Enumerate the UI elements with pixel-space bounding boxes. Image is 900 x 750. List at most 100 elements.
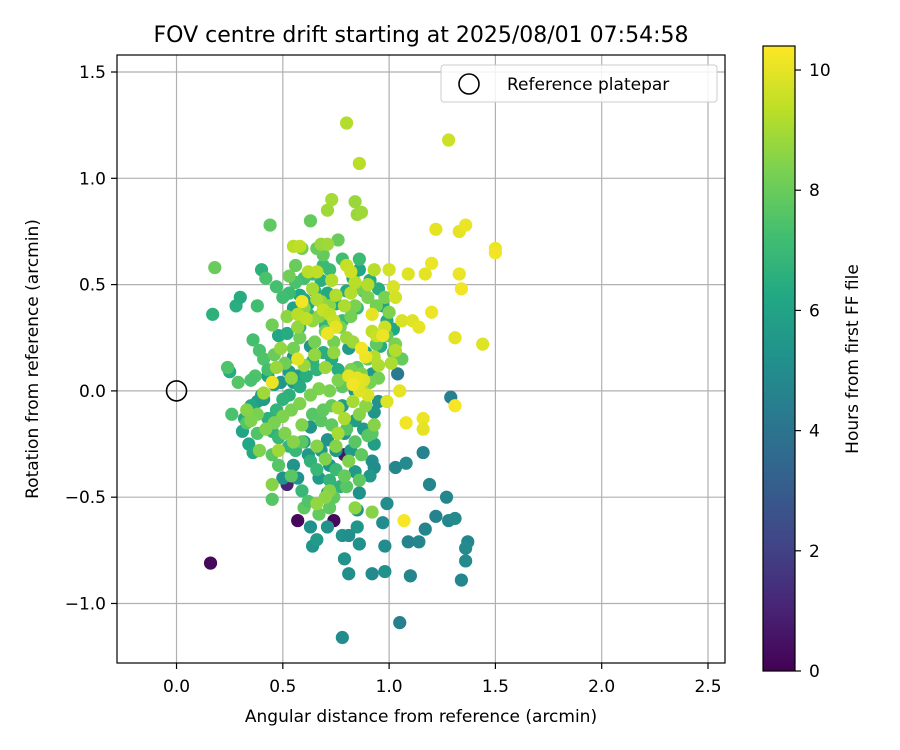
data-point (312, 507, 326, 521)
data-point (303, 214, 318, 228)
legend-box (440, 64, 718, 103)
legend-label: Reference platepar (507, 75, 669, 95)
data-point (274, 341, 288, 355)
x-tick-label: 0.0 (163, 677, 190, 697)
data-point (344, 286, 358, 300)
data-point (359, 399, 373, 413)
data-point (354, 341, 369, 355)
data-point (378, 564, 392, 579)
data-point (339, 116, 354, 130)
data-point (284, 371, 298, 385)
axes-frame (116, 54, 726, 664)
data-point (448, 511, 462, 526)
data-point (399, 416, 413, 430)
data-point (429, 509, 443, 523)
data-point (318, 452, 332, 466)
data-point (352, 156, 366, 171)
data-point (380, 496, 394, 511)
data-point (346, 394, 360, 409)
data-point (322, 501, 337, 515)
data-point (352, 473, 366, 487)
data-point (280, 309, 294, 324)
data-point (448, 331, 462, 345)
data-point (337, 469, 352, 483)
y-tick-label: 0.0 (79, 382, 106, 402)
data-point (401, 267, 415, 281)
data-point (288, 258, 303, 273)
data-point (329, 439, 343, 453)
data-point (399, 456, 413, 470)
colorbar-tick-label: 2 (809, 542, 820, 562)
data-point (348, 501, 362, 515)
x-tick-label: 2.0 (588, 677, 615, 697)
data-point (331, 233, 345, 247)
data-point (271, 443, 286, 458)
data-point (310, 439, 324, 453)
data-point (337, 552, 352, 566)
data-point (412, 535, 426, 549)
data-point (344, 309, 358, 324)
y-tick-label: −0.5 (65, 488, 106, 508)
data-point (386, 280, 400, 294)
colorbar-tick-label: 10 (809, 61, 831, 81)
data-point (293, 380, 307, 394)
data-point (331, 401, 345, 415)
data-point (337, 411, 352, 426)
data-point (314, 414, 328, 428)
data-point (203, 556, 218, 570)
data-point (367, 418, 381, 432)
x-tick-labels: 0.0 0.5 1.0 1.5 2.0 2.5 (163, 663, 722, 697)
data-point (310, 462, 324, 477)
data-point (322, 473, 337, 487)
x-tick-label: 1.0 (376, 677, 403, 697)
data-point (278, 426, 292, 441)
data-point (365, 307, 379, 321)
x-tick-label: 1.5 (482, 677, 509, 697)
colorbar-ticks: 0 2 4 6 8 10 (795, 61, 831, 682)
data-point (388, 290, 403, 304)
data-point (350, 520, 364, 534)
data-point (439, 490, 454, 504)
data-point (331, 363, 345, 377)
data-point (265, 375, 279, 389)
data-point (265, 477, 279, 492)
data-point (257, 386, 271, 400)
data-point (271, 458, 286, 472)
data-point (393, 384, 407, 398)
data-point (422, 477, 437, 492)
y-tick-labels: −1.0 −0.5 0.0 0.5 1.0 1.5 (65, 63, 117, 614)
data-point (282, 269, 296, 283)
data-point (325, 192, 339, 207)
data-point (418, 267, 432, 281)
data-point (286, 435, 301, 449)
data-point (429, 222, 443, 236)
data-point (378, 539, 392, 553)
data-point (384, 356, 398, 370)
data-point (325, 273, 339, 287)
data-point (310, 265, 324, 279)
data-point (342, 567, 356, 581)
data-point (310, 496, 324, 511)
data-point (393, 616, 407, 630)
data-point (348, 195, 362, 209)
data-point (240, 403, 254, 417)
data-point (299, 312, 313, 326)
data-point (329, 288, 343, 302)
colorbar-tick-label: 8 (809, 181, 820, 201)
data-point (348, 275, 362, 290)
data-point (265, 318, 279, 332)
data-point (378, 290, 392, 304)
data-point (391, 367, 405, 381)
data-point (308, 335, 322, 349)
grid-lines (117, 55, 725, 663)
x-tick-label: 2.5 (694, 677, 721, 697)
colorbar-gradient (762, 45, 796, 672)
data-point (448, 399, 462, 413)
data-point (269, 280, 284, 294)
data-point (295, 418, 309, 432)
data-point (459, 541, 473, 555)
data-point (488, 246, 503, 260)
data-point (425, 256, 439, 270)
chart-title: FOV centre drift starting at 2025/08/01 … (154, 23, 689, 48)
data-point (459, 554, 473, 568)
